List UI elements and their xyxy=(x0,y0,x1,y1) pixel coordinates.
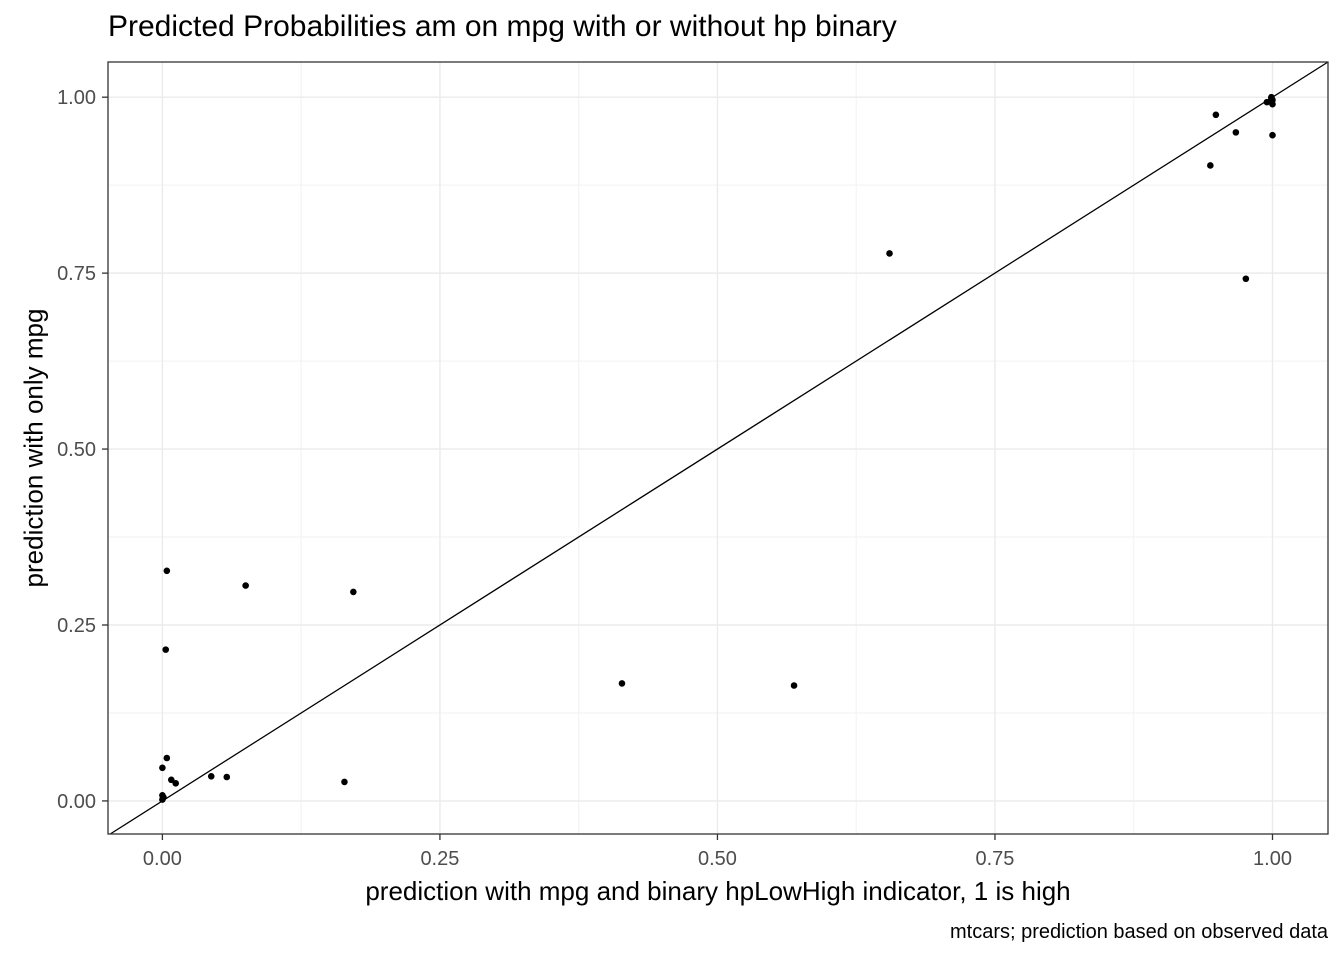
data-point-7 xyxy=(172,780,180,787)
grid xyxy=(108,62,1328,834)
data-point-19 xyxy=(1232,129,1240,136)
data-point-11 xyxy=(207,772,215,780)
data-point-5 xyxy=(159,764,166,772)
data-point-16 xyxy=(886,250,893,257)
data-point-1 xyxy=(162,646,170,653)
data-point-27 xyxy=(1269,131,1276,139)
x-tick-label: 1.00 xyxy=(1253,848,1292,870)
y-tick-label: 0.00 xyxy=(57,791,96,813)
x-tick-label: 0.75 xyxy=(976,848,1015,870)
y-tick-label: 0.75 xyxy=(57,263,96,285)
data-point-10 xyxy=(159,796,166,803)
data-point-26 xyxy=(1269,100,1276,108)
data-point-17 xyxy=(1207,162,1214,169)
data-point-2 xyxy=(242,582,249,589)
x-tick-label: 0.00 xyxy=(143,848,182,870)
data-point-15 xyxy=(790,682,798,689)
data-point-12 xyxy=(223,773,231,781)
data-point-18 xyxy=(1212,111,1220,119)
data-point-14 xyxy=(618,680,626,687)
data-point-13 xyxy=(341,778,348,786)
data-point-6 xyxy=(167,776,175,784)
x-tick-label: 0.25 xyxy=(420,848,459,870)
x-axis-label: prediction with mpg and binary hpLowHigh… xyxy=(365,876,1071,906)
chart-caption: mtcars; prediction based on observed dat… xyxy=(950,921,1328,943)
chart-title: Predicted Probabilities am on mpg with o… xyxy=(108,10,897,43)
data-point-0 xyxy=(163,567,171,575)
y-tick-label: 0.50 xyxy=(57,439,96,461)
reference-line xyxy=(109,61,1329,835)
data-points xyxy=(159,93,1276,803)
y-axis-label: prediction with only mpg xyxy=(18,308,49,588)
y-tick-label: 1.00 xyxy=(57,87,96,109)
axes: 0.00 0.25 0.50 0.75 1.00 0.00 0.25 0.50 0.75 1.00 xyxy=(57,87,1292,870)
x-tick-label: 0.50 xyxy=(698,848,737,870)
data-point-20 xyxy=(1242,275,1250,283)
data-point-4 xyxy=(163,754,171,762)
data-point-3 xyxy=(350,588,357,596)
y-tick-label: 0.25 xyxy=(57,615,96,637)
